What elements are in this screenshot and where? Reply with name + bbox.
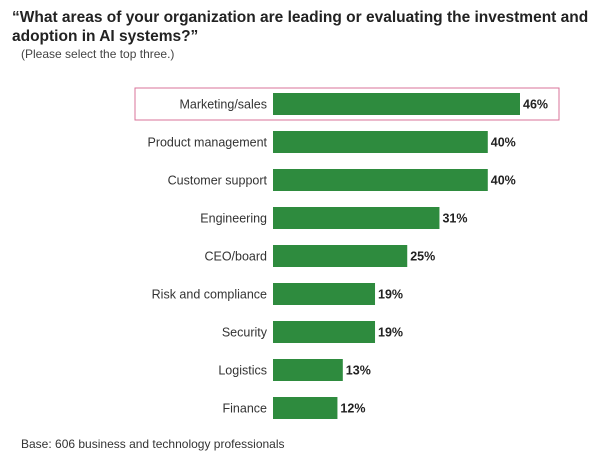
value-label-finance: 12% — [340, 402, 365, 416]
value-label-marketing-sales: 46% — [523, 98, 548, 112]
chart-title: “What areas of your organization are lea… — [12, 9, 589, 45]
value-label-customer-support: 40% — [491, 174, 516, 188]
category-label-engineering: Engineering — [200, 212, 267, 226]
bar-customer-support — [273, 169, 488, 191]
value-label-logistics: 13% — [346, 364, 371, 378]
chart-footnote: Base: 606 business and technology profes… — [21, 437, 285, 451]
chart-subtitle: (Please select the top three.) — [21, 47, 175, 61]
value-label-risk-and-compliance: 19% — [378, 288, 403, 302]
category-label-risk-and-compliance: Risk and compliance — [152, 288, 267, 302]
bar-ceo-board — [273, 245, 408, 267]
highlight-box — [134, 87, 560, 121]
value-label-security: 19% — [378, 326, 403, 340]
category-label-product-management: Product management — [147, 136, 267, 150]
bar-logistics — [273, 359, 343, 381]
bar-product-management — [273, 131, 488, 153]
value-label-engineering: 31% — [442, 212, 467, 226]
bar-risk-and-compliance — [273, 283, 376, 305]
value-label-product-management: 40% — [491, 136, 516, 150]
category-label-marketing-sales: Marketing/sales — [179, 98, 267, 112]
bar-engineering — [273, 207, 440, 229]
category-label-customer-support: Customer support — [168, 174, 268, 188]
bar-marketing-sales — [273, 93, 520, 115]
category-label-security: Security — [222, 326, 268, 340]
bar-security — [273, 321, 376, 343]
value-label-ceo-board: 25% — [410, 250, 435, 264]
bar-finance — [273, 397, 338, 419]
category-label-finance: Finance — [223, 402, 268, 416]
category-label-logistics: Logistics — [218, 364, 267, 378]
category-label-ceo-board: CEO/board — [204, 250, 267, 264]
